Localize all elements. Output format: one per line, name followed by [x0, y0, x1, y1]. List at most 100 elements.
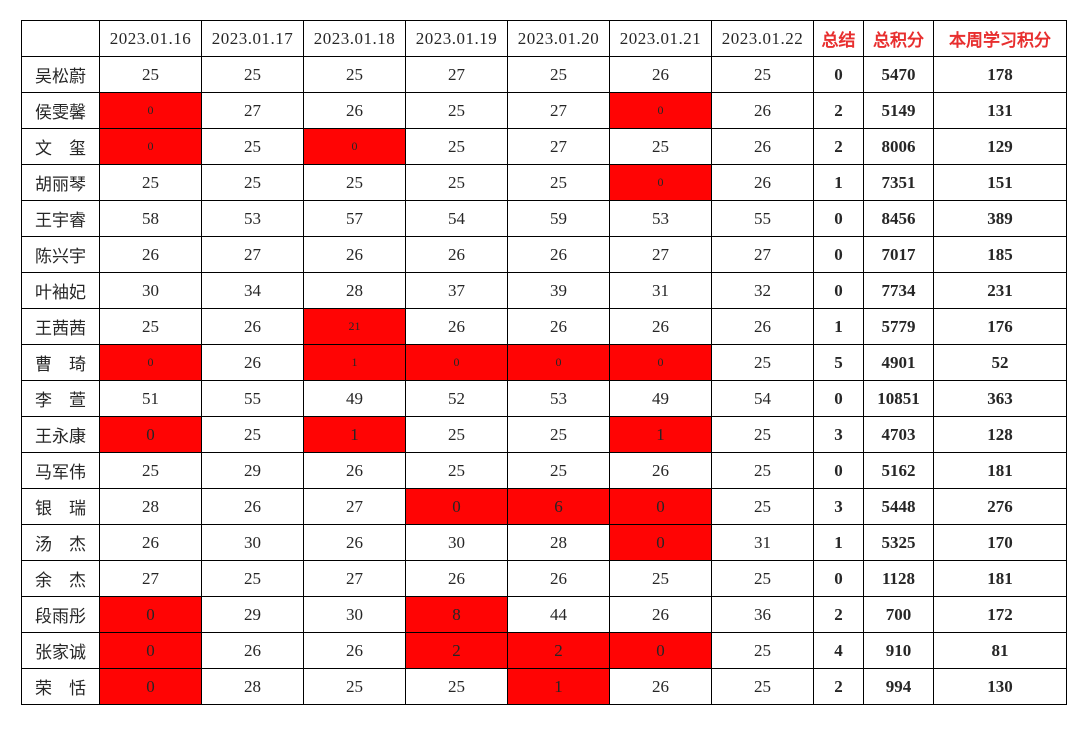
table-row: 荣 恬 0 28 25 25 1 26 25 2 994 130: [21, 668, 1067, 705]
date-column-header: 2023.01.16: [99, 20, 202, 57]
weekly-points-cell: 131: [933, 92, 1067, 129]
summary-cell: 2: [813, 668, 864, 705]
table-row: 段雨彤 0 29 30 8 44 26 36 2 700 172: [21, 596, 1067, 633]
day-cell: 28: [201, 668, 304, 705]
day-cell: 26: [99, 236, 202, 273]
day-cell: 25: [711, 668, 814, 705]
day-cell-highlighted: 0: [609, 344, 712, 381]
day-cell-highlighted: 1: [609, 416, 712, 453]
day-cell: 25: [201, 416, 304, 453]
table-row: 李 萱 51 55 49 52 53 49 54 0 10851 363: [21, 380, 1067, 417]
day-cell: 25: [711, 632, 814, 669]
student-name-cell: 叶袖妃: [21, 272, 100, 309]
day-cell: 27: [609, 236, 712, 273]
day-cell: 25: [99, 452, 202, 489]
day-cell: 29: [201, 596, 304, 633]
day-cell: 25: [609, 560, 712, 597]
day-cell-highlighted: 8: [405, 596, 508, 633]
total-points-cell: 7017: [863, 236, 934, 273]
summary-cell: 3: [813, 488, 864, 525]
total-points-cell: 8456: [863, 200, 934, 237]
day-cell: 26: [303, 524, 406, 561]
weekly-points-cell: 363: [933, 380, 1067, 417]
weekly-points-cell: 185: [933, 236, 1067, 273]
day-cell: 26: [507, 236, 610, 273]
summary-cell: 4: [813, 632, 864, 669]
student-name-cell: 马军伟: [21, 452, 100, 489]
day-cell-highlighted: 0: [99, 128, 202, 165]
day-cell: 30: [303, 596, 406, 633]
day-cell: 25: [711, 56, 814, 93]
points-table: 2023.01.16 2023.01.17 2023.01.18 2023.01.19…: [21, 20, 1067, 705]
total-points-cell: 700: [863, 596, 934, 633]
weekly-points-cell: 130: [933, 668, 1067, 705]
day-cell: 54: [711, 380, 814, 417]
day-cell-highlighted: 0: [99, 416, 202, 453]
day-cell: 26: [507, 560, 610, 597]
weekly-points-cell: 181: [933, 560, 1067, 597]
table-row: 银 瑞 28 26 27 0 6 0 25 3 5448 276: [21, 488, 1067, 525]
day-cell: 27: [507, 128, 610, 165]
summary-cell: 0: [813, 200, 864, 237]
date-column-header: 2023.01.19: [405, 20, 508, 57]
weekly-points-cell: 151: [933, 164, 1067, 201]
table-row: 曹 琦 0 26 1 0 0 0 25 5 4901 52: [21, 344, 1067, 381]
total-points-cell: 5325: [863, 524, 934, 561]
day-cell: 26: [609, 668, 712, 705]
table-row: 余 杰 27 25 27 26 26 25 25 0 1128 181: [21, 560, 1067, 597]
day-cell: 29: [201, 452, 304, 489]
total-points-cell: 8006: [863, 128, 934, 165]
day-cell: 25: [99, 56, 202, 93]
table-row: 侯雯馨 0 27 26 25 27 0 26 2 5149 131: [21, 92, 1067, 129]
total-points-cell: 4901: [863, 344, 934, 381]
day-cell: 26: [303, 452, 406, 489]
date-column-header: 2023.01.18: [303, 20, 406, 57]
weekly-points-cell: 231: [933, 272, 1067, 309]
total-points-cell: 4703: [863, 416, 934, 453]
day-cell-highlighted: 0: [609, 164, 712, 201]
day-cell: 30: [99, 272, 202, 309]
weekly-points-cell: 389: [933, 200, 1067, 237]
total-points-cell: 994: [863, 668, 934, 705]
weekly-points-cell: 129: [933, 128, 1067, 165]
day-cell: 25: [405, 128, 508, 165]
student-name-cell: 文 玺: [21, 128, 100, 165]
date-column-header: 2023.01.20: [507, 20, 610, 57]
total-points-cell: 7351: [863, 164, 934, 201]
total-points-cell: 5162: [863, 452, 934, 489]
date-column-header: 2023.01.17: [201, 20, 304, 57]
summary-cell: 0: [813, 452, 864, 489]
summary-cell: 0: [813, 236, 864, 273]
day-cell-highlighted: 6: [507, 488, 610, 525]
summary-cell: 1: [813, 164, 864, 201]
table-row: 王宇睿 58 53 57 54 59 53 55 0 8456 389: [21, 200, 1067, 237]
day-cell: 27: [201, 236, 304, 273]
day-cell: 26: [711, 92, 814, 129]
summary-cell: 0: [813, 380, 864, 417]
day-cell: 26: [99, 524, 202, 561]
student-name-cell: 李 萱: [21, 380, 100, 417]
day-cell: 26: [711, 128, 814, 165]
day-cell: 44: [507, 596, 610, 633]
day-cell: 55: [711, 200, 814, 237]
day-cell: 27: [99, 560, 202, 597]
summary-cell: 2: [813, 128, 864, 165]
day-cell: 51: [99, 380, 202, 417]
accent-column-header: 总结: [813, 20, 864, 57]
student-name-cell: 荣 恬: [21, 668, 100, 705]
day-cell: 26: [609, 596, 712, 633]
total-points-cell: 1128: [863, 560, 934, 597]
summary-cell: 2: [813, 596, 864, 633]
table-header: 2023.01.16 2023.01.17 2023.01.18 2023.01.19…: [21, 20, 1067, 57]
day-cell: 34: [201, 272, 304, 309]
table-row: 文 玺 0 25 0 25 27 25 26 2 8006 129: [21, 128, 1067, 165]
day-cell: 25: [405, 164, 508, 201]
student-name-cell: 余 杰: [21, 560, 100, 597]
day-cell: 49: [609, 380, 712, 417]
day-cell: 25: [405, 92, 508, 129]
day-cell: 25: [201, 56, 304, 93]
total-points-cell: 5779: [863, 308, 934, 345]
day-cell-highlighted: 1: [303, 416, 406, 453]
day-cell-highlighted: 21: [303, 308, 406, 345]
table-body: 吴松蔚 25 25 25 27 25 26 25 0 5470 178 侯雯馨 0 27 26 25 27 0 26…: [21, 56, 1067, 705]
